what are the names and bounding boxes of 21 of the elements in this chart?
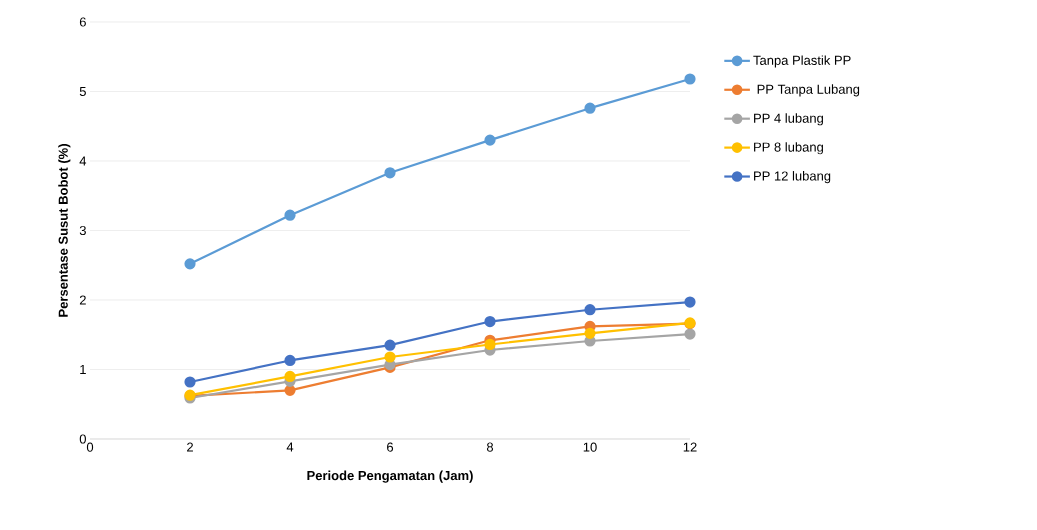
x-axis-title: Periode Pengamatan (Jam): [307, 470, 473, 483]
legend-label: PP 4 lubang: [754, 113, 823, 126]
x-tick-label: 4: [286, 442, 294, 452]
legend-label: PP 12 lubang: [754, 171, 831, 184]
x-tick-label: 8: [486, 442, 494, 452]
legend-label: PP Tanpa Lubang: [757, 84, 860, 97]
x-tick-label: 6: [387, 442, 394, 452]
y-tick-label: 3: [79, 225, 86, 236]
y-tick-label: 2: [79, 295, 86, 305]
x-tick-label: 10: [583, 442, 597, 452]
y-tick-label: 6: [79, 17, 86, 27]
y-tick-label: 1: [80, 365, 86, 374]
legend-label: PP 8 lubang: [754, 142, 823, 155]
x-tick-label: 12: [683, 442, 697, 452]
x-tick-label: 0: [86, 442, 94, 452]
y-tick-label: 5: [79, 86, 86, 97]
legend-label: Tanpa Plastik PP: [753, 55, 851, 68]
y-tick-label: 4: [79, 156, 87, 166]
x-tick-label: 2: [187, 442, 193, 452]
y-tick-label: 0: [79, 434, 86, 444]
y-axis-title: Persentase Susut Bobot (%): [58, 144, 71, 317]
